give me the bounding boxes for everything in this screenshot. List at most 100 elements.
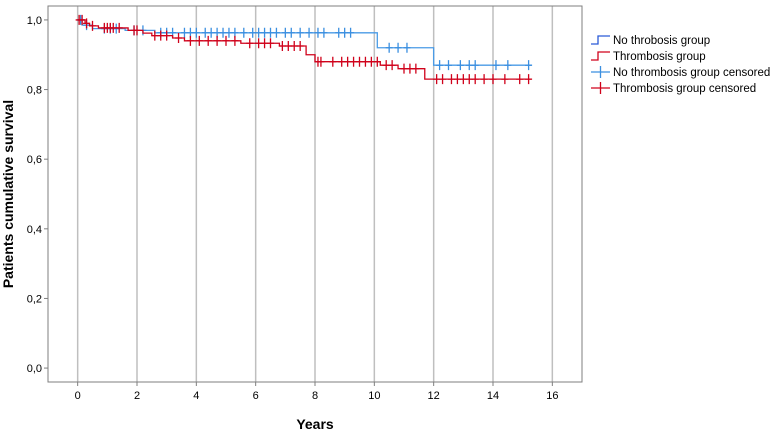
km-curve-no-thrombosis bbox=[77, 19, 532, 66]
censor-mark-thrombosis bbox=[344, 56, 352, 67]
censor-mark-thrombosis bbox=[471, 74, 479, 85]
x-tick-label: 4 bbox=[193, 390, 199, 402]
y-axis-ticks: 0,0 0,2 0,4 0,6 0,8 1,0 bbox=[27, 15, 48, 375]
censor-mark-no-thrombosis bbox=[403, 42, 411, 53]
censor-mark-no-thrombosis bbox=[287, 27, 295, 38]
censor-mark-thrombosis bbox=[213, 35, 221, 46]
censor-mark-thrombosis bbox=[400, 63, 408, 74]
censor-mark-no-thrombosis bbox=[267, 27, 274, 38]
censor-mark-no-thrombosis bbox=[261, 27, 269, 38]
censor-mark-thrombosis bbox=[388, 60, 396, 71]
censor-mark-thrombosis bbox=[186, 35, 194, 46]
censor-mark-thrombosis bbox=[290, 41, 298, 52]
censor-mark-no-thrombosis bbox=[201, 27, 209, 38]
censor-mark-no-thrombosis bbox=[492, 60, 500, 71]
censor-mark-thrombosis bbox=[459, 74, 467, 85]
censor-mark-no-thrombosis bbox=[180, 27, 188, 38]
x-tick-label: 12 bbox=[428, 390, 440, 402]
legend-label: Thrombosis group censored bbox=[613, 83, 756, 95]
x-tick-label: 0 bbox=[75, 390, 81, 402]
y-tick-label: 0,0 bbox=[27, 363, 42, 375]
x-axis-ticks: 0 2 4 6 8 10 12 14 16 bbox=[75, 382, 558, 402]
censor-mark-thrombosis bbox=[453, 74, 461, 85]
censor-mark-thrombosis bbox=[501, 74, 509, 85]
censor-mark-thrombosis bbox=[222, 35, 230, 46]
censor-mark-thrombosis bbox=[489, 74, 497, 85]
censor-mark-thrombosis bbox=[412, 63, 420, 74]
censor-mark-no-thrombosis bbox=[394, 42, 402, 53]
censor-mark-no-thrombosis bbox=[272, 27, 280, 38]
censor-mark-thrombosis bbox=[439, 74, 447, 85]
censor-mark-thrombosis bbox=[296, 41, 304, 52]
x-tick-label: 8 bbox=[312, 390, 318, 402]
censor-mark-no-thrombosis bbox=[465, 60, 473, 71]
legend-label: No thrombosis group censored bbox=[613, 67, 770, 79]
censor-mark-thrombosis bbox=[361, 56, 369, 67]
x-axis-title: Years bbox=[296, 416, 334, 431]
censor-mark-no-thrombosis bbox=[225, 27, 233, 38]
y-tick-label: 1,0 bbox=[27, 15, 42, 27]
censor-mark-no-thrombosis bbox=[456, 60, 464, 71]
censor-mark-thrombosis bbox=[465, 74, 473, 85]
legend-swatch-censor bbox=[591, 66, 610, 78]
censor-mark-no-thrombosis bbox=[436, 60, 444, 71]
censor-mark-thrombosis bbox=[356, 56, 363, 67]
x-tick-label: 10 bbox=[368, 390, 380, 402]
censor-mark-no-thrombosis bbox=[385, 42, 393, 53]
censor-mark-no-thrombosis bbox=[305, 27, 313, 38]
censor-mark-thrombosis bbox=[373, 56, 381, 67]
legend-swatch-step bbox=[591, 35, 610, 45]
legend-label: Thrombosis group bbox=[613, 51, 706, 63]
legend-swatch-censor bbox=[591, 82, 610, 94]
censor-mark-thrombosis bbox=[338, 56, 346, 67]
censor-mark-no-thrombosis bbox=[281, 27, 289, 38]
censor-mark-thrombosis bbox=[163, 30, 171, 41]
censor-mark-thrombosis bbox=[83, 18, 91, 29]
censor-mark-no-thrombosis bbox=[504, 60, 512, 71]
censor-mark-thrombosis bbox=[382, 60, 390, 71]
censor-mark-thrombosis bbox=[78, 14, 86, 25]
x-tick-label: 6 bbox=[253, 390, 259, 402]
censor-mark-no-thrombosis bbox=[335, 27, 343, 38]
censor-mark-no-thrombosis bbox=[471, 60, 479, 71]
censor-mark-thrombosis bbox=[246, 38, 254, 49]
censor-mark-no-thrombosis bbox=[314, 27, 322, 38]
censor-mark-thrombosis bbox=[480, 74, 488, 85]
censor-mark-thrombosis bbox=[267, 38, 274, 49]
censor-mark-thrombosis bbox=[350, 56, 358, 67]
censor-mark-no-thrombosis bbox=[249, 27, 257, 38]
y-tick-label: 0,8 bbox=[27, 85, 42, 97]
censor-mark-thrombosis bbox=[284, 41, 292, 52]
y-axis-title: Patients cumulative survival bbox=[0, 100, 16, 288]
censor-mark-thrombosis bbox=[195, 35, 203, 46]
censor-mark-no-thrombosis bbox=[445, 60, 452, 71]
censor-mark-thrombosis bbox=[261, 38, 269, 49]
censor-mark-no-thrombosis bbox=[255, 27, 263, 38]
censor-mark-no-thrombosis bbox=[240, 27, 248, 38]
y-tick-label: 0,6 bbox=[27, 154, 42, 166]
censor-mark-thrombosis bbox=[115, 22, 123, 33]
censor-mark-no-thrombosis bbox=[347, 27, 355, 38]
censor-mark-no-thrombosis bbox=[525, 60, 533, 71]
censor-mark-thrombosis bbox=[109, 22, 117, 33]
x-tick-label: 2 bbox=[134, 390, 140, 402]
censor-mark-no-thrombosis bbox=[219, 27, 227, 38]
legend-label: No throbosis group bbox=[613, 35, 710, 47]
censor-mark-thrombosis bbox=[433, 74, 441, 85]
censor-mark-thrombosis bbox=[204, 35, 212, 46]
legend-swatch-step bbox=[591, 51, 610, 61]
censor-mark-thrombosis bbox=[231, 35, 239, 46]
censor-mark-thrombosis bbox=[157, 30, 165, 41]
censor-mark-no-thrombosis bbox=[296, 27, 304, 38]
legend: No throbosis group Thrombosis group No thr… bbox=[591, 35, 770, 95]
grid-lines bbox=[76, 6, 554, 382]
censor-mark-thrombosis bbox=[175, 33, 183, 44]
censor-mark-thrombosis bbox=[516, 74, 524, 85]
censor-mark-thrombosis bbox=[133, 25, 141, 36]
series-layer bbox=[75, 14, 533, 85]
censor-mark-thrombosis bbox=[447, 74, 455, 85]
censor-mark-thrombosis bbox=[89, 20, 96, 31]
y-tick-label: 0,2 bbox=[27, 293, 42, 305]
censor-mark-no-thrombosis bbox=[207, 27, 215, 38]
censor-mark-no-thrombosis bbox=[192, 27, 200, 38]
